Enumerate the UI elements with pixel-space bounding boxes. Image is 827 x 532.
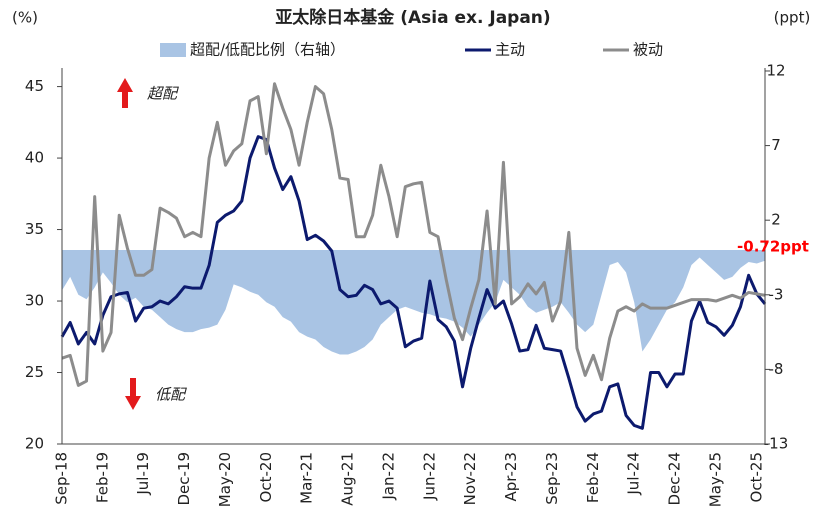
y2-tick-label: -3 [769,285,784,303]
x-tick-label: Jun-22 [420,452,438,501]
x-tick-label: Feb-19 [93,452,111,503]
y2-tick-label: 7 [771,136,781,154]
x-tick-label: Aug-21 [339,452,357,506]
line [61,82,766,387]
legend-label: 超配/低配比例（右轴） [190,41,345,59]
annotation: 超配 [147,85,179,103]
annotation: 低配 [155,386,187,404]
line [60,135,767,430]
plot-area [60,82,767,430]
x-tick-label: Jul-24 [625,452,643,496]
x-tick-label: Mar-21 [298,452,316,504]
y2-axis-label: (ppt) [774,9,811,27]
x-tick-label: Oct-25 [747,452,765,502]
x-tick-label: Oct-20 [257,452,275,502]
y-tick-label: 20 [25,435,44,453]
overweight-arrow [117,78,133,108]
legend-label: 被动 [633,41,663,59]
y2-tick-label: 2 [771,211,781,229]
y-axis-label: (%) [12,9,38,27]
y-tick-label: 30 [25,292,44,310]
x-tick-label: May-25 [706,452,724,507]
y2-tick-label: -13 [764,435,789,453]
y2-tick-label: 12 [766,61,785,79]
x-tick-label: Dec-19 [175,452,193,506]
x-tick-label: Apr-23 [502,452,520,502]
x-tick-label: Dec-24 [666,452,684,506]
x-tick-label: Nov-22 [461,452,479,505]
legend-label: 主动 [495,41,525,59]
chart-title: 亚太除日本基金 (Asia ex. Japan) [275,7,550,28]
x-tick-label: Sep-18 [53,452,71,505]
legend-swatch [160,43,186,57]
x-tick-label: May-20 [216,452,234,507]
x-tick-label: Sep-23 [543,452,561,505]
y2-tick-label: -8 [769,360,784,378]
area [62,250,765,355]
y-tick-label: 45 [25,77,44,95]
y-tick-label: 35 [25,220,44,238]
x-tick-label: Jan-22 [379,452,397,501]
underweight-arrow [125,378,141,410]
value-label: -0.72ppt [737,237,809,255]
x-tick-label: Feb-24 [584,452,602,503]
y-tick-label: 25 [25,363,44,381]
y-tick-label: 40 [25,149,44,167]
x-tick-label: Jul-19 [134,452,152,496]
